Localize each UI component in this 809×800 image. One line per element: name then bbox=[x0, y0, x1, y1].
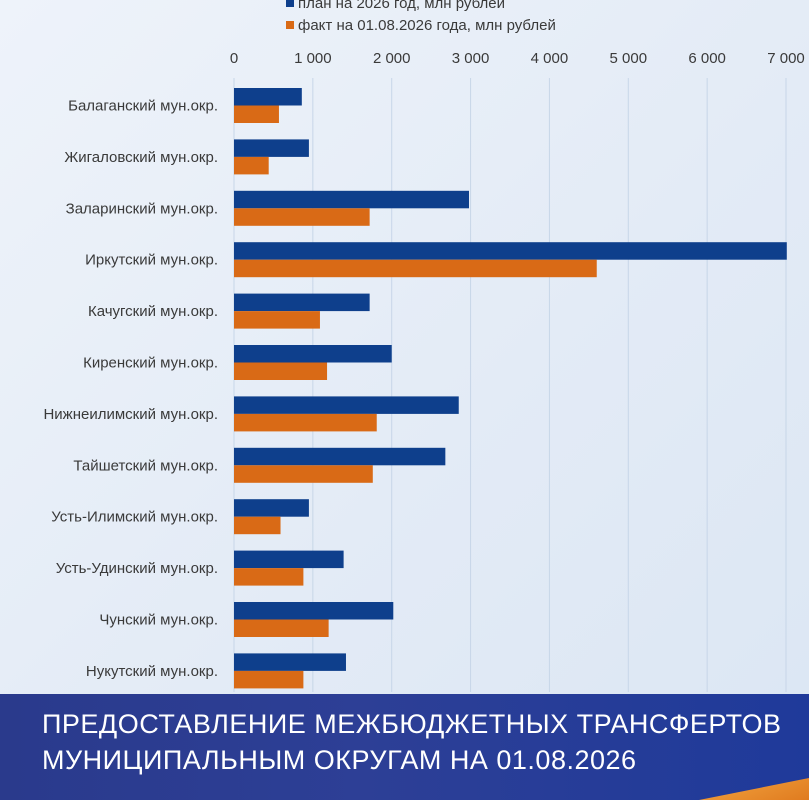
bar-plan bbox=[234, 242, 787, 260]
legend-item-plan: план на 2026 год, млн рублей bbox=[286, 0, 686, 14]
bar-fact bbox=[234, 156, 269, 175]
x-axis-ticks: 0 1 000 2 000 3 000 4 000 5 000 6 000 7 000 bbox=[230, 50, 805, 67]
bar-plan bbox=[234, 139, 309, 157]
footer-banner: ПРЕДОСТАВЛЕНИЕ МЕЖБЮДЖЕТНЫХ ТРАНСФЕРТОВ … bbox=[0, 694, 809, 800]
bar-fact bbox=[234, 311, 320, 329]
footer-accent-stripe bbox=[699, 778, 809, 800]
bar-fact bbox=[234, 413, 377, 432]
x-tick-label: 0 bbox=[230, 50, 238, 67]
category-label: Качугский мун.окр. bbox=[88, 303, 218, 320]
bar-plan bbox=[234, 447, 446, 466]
x-tick-label: 2 000 bbox=[373, 50, 411, 67]
category-label: Заларинский мун.окр. bbox=[66, 200, 218, 217]
category-labels: Балаганский мун.окр. Жигаловский мун.окр.… bbox=[43, 98, 218, 680]
bar-plan bbox=[234, 396, 459, 414]
category-label: Жигаловский мун.окр. bbox=[64, 149, 218, 166]
category-label: Иркутский мун.окр. bbox=[85, 252, 218, 269]
bar-fact bbox=[234, 619, 329, 637]
category-label: Усть-Удинский мун.окр. bbox=[56, 560, 218, 577]
x-tick-label: 4 000 bbox=[531, 50, 569, 67]
category-label: Чунский мун.окр. bbox=[99, 612, 218, 629]
grid-lines bbox=[233, 78, 787, 692]
bar-fact bbox=[234, 105, 279, 123]
bar-chart: 0 1 000 2 000 3 000 4 000 5 000 6 000 7 000 Бал… bbox=[43, 50, 805, 692]
category-label: Киренский мун.окр. bbox=[83, 355, 218, 372]
bar-fact bbox=[234, 465, 373, 483]
x-tick-label: 7 000 bbox=[767, 50, 805, 67]
footer-title: ПРЕДОСТАВЛЕНИЕ МЕЖБЮДЖЕТНЫХ ТРАНСФЕРТОВ … bbox=[42, 706, 799, 778]
legend: план на 2026 год, млн рублей факт на 01.… bbox=[286, 0, 686, 36]
bar-plan bbox=[234, 293, 370, 312]
bar-plan bbox=[234, 602, 394, 620]
x-tick-label: 6 000 bbox=[688, 50, 726, 67]
category-label: Тайшетский мун.окр. bbox=[73, 457, 218, 474]
legend-swatch-fact bbox=[286, 21, 294, 29]
x-tick-label: 3 000 bbox=[452, 50, 490, 67]
bar-plan bbox=[234, 345, 392, 363]
category-label: Балаганский мун.окр. bbox=[68, 98, 218, 115]
bar-plan bbox=[234, 653, 346, 671]
bar-fact bbox=[234, 259, 597, 278]
bar-plan bbox=[234, 499, 309, 517]
bar-fact bbox=[234, 568, 304, 586]
bar-fact bbox=[234, 670, 304, 689]
bars bbox=[234, 88, 787, 689]
x-tick-label: 5 000 bbox=[610, 50, 648, 67]
bar-fact bbox=[234, 516, 281, 535]
legend-swatch-plan bbox=[286, 0, 294, 7]
footer-title-line2: МУНИЦИПАЛЬНЫМ ОКРУГАМ НА 01.08.2026 bbox=[42, 745, 637, 775]
category-label: Усть-Илимский мун.окр. bbox=[51, 509, 218, 526]
bar-fact bbox=[234, 208, 370, 226]
legend-label-plan: план на 2026 год, млн рублей bbox=[298, 0, 505, 12]
bar-plan bbox=[234, 190, 469, 209]
category-label: Нижнеилимский мун.окр. bbox=[43, 406, 218, 423]
x-tick-label: 1 000 bbox=[294, 50, 332, 67]
bar-plan bbox=[234, 550, 344, 569]
legend-label-fact: факт на 01.08.2026 года, млн рублей bbox=[298, 16, 556, 34]
bar-fact bbox=[234, 362, 328, 380]
footer-title-line1: ПРЕДОСТАВЛЕНИЕ МЕЖБЮДЖЕТНЫХ ТРАНСФЕРТОВ bbox=[42, 709, 782, 739]
category-label: Нукутский мун.окр. bbox=[86, 663, 218, 680]
legend-item-fact: факт на 01.08.2026 года, млн рублей bbox=[286, 14, 686, 36]
bar-plan bbox=[234, 88, 302, 106]
